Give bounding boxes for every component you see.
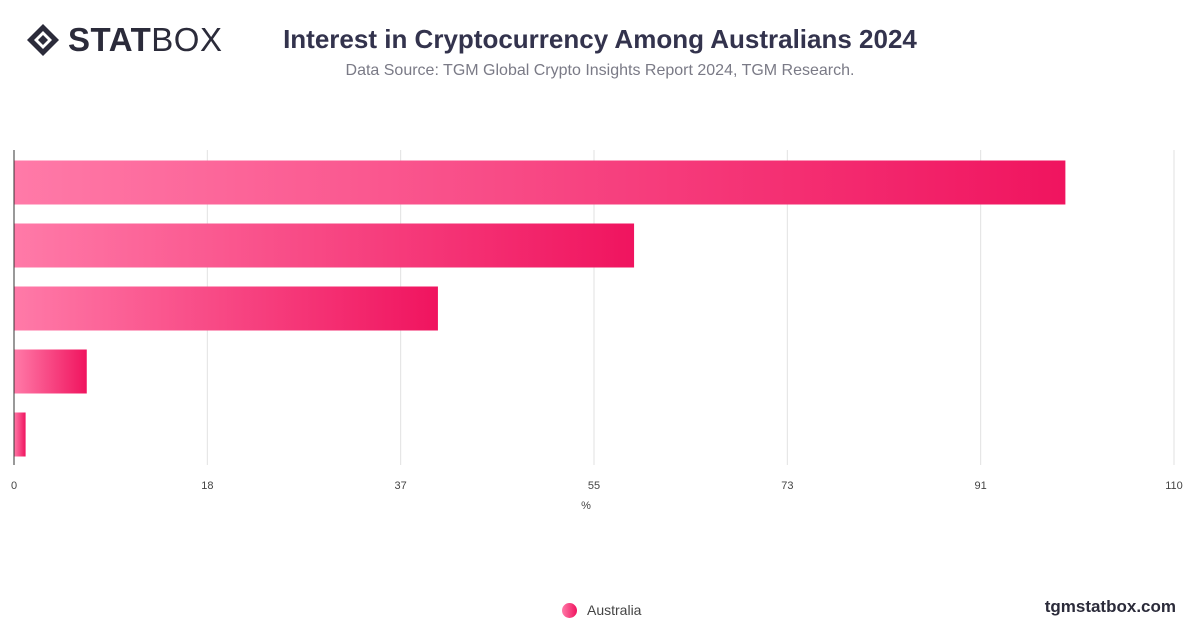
bar-chart: 0 18 37 55 73 91 110% bbox=[11, 150, 1183, 512]
statbox-diamond-icon bbox=[27, 24, 59, 56]
logo-wordmark: STATBOX bbox=[68, 22, 222, 58]
x-tick-label: 18 bbox=[201, 480, 213, 492]
x-axis: 0 18 37 55 73 91 110% bbox=[11, 150, 1183, 512]
bar bbox=[14, 349, 87, 394]
legend-label: Australia bbox=[587, 602, 642, 618]
x-axis-label: % bbox=[581, 500, 591, 512]
brand-logo: STATBOX bbox=[26, 22, 222, 58]
bar bbox=[14, 160, 1066, 205]
x-tick-label: 110 bbox=[1165, 480, 1183, 492]
footer-site: tgmstatbox.com bbox=[1044, 597, 1176, 616]
x-tick-label: 0 bbox=[11, 480, 17, 492]
logo-wordmark-bold: STAT bbox=[68, 21, 152, 58]
x-tick-label: 91 bbox=[975, 480, 987, 492]
bar bbox=[14, 223, 635, 268]
bar bbox=[14, 286, 438, 331]
bar bbox=[14, 412, 26, 457]
logo-wordmark-light: BOX bbox=[151, 21, 223, 58]
chart-subtitle: Data Source: TGM Global Crypto Insights … bbox=[345, 62, 855, 79]
legend[interactable]: Australia bbox=[562, 602, 641, 618]
chart-title: Interest in Cryptocurrency Among Austral… bbox=[283, 24, 917, 54]
x-tick-label: 37 bbox=[395, 480, 407, 492]
legend-swatch bbox=[562, 602, 577, 618]
x-tick-label: 73 bbox=[781, 480, 793, 492]
x-tick-label: 55 bbox=[588, 480, 600, 492]
bars bbox=[14, 160, 1066, 457]
